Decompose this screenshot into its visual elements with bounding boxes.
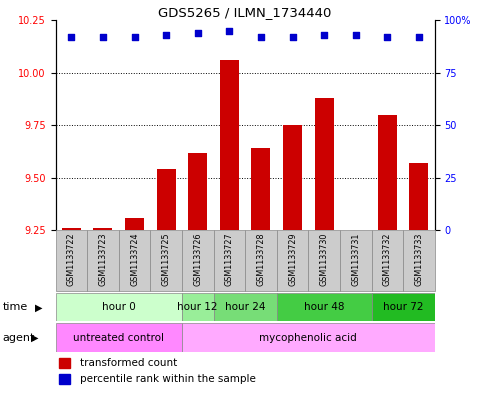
Text: transformed count: transformed count: [80, 358, 177, 368]
Text: GSM1133727: GSM1133727: [225, 232, 234, 286]
Bar: [119, 230, 150, 291]
Bar: [59, 375, 71, 384]
Bar: [346, 230, 365, 237]
Text: GSM1133726: GSM1133726: [193, 232, 202, 286]
Point: [257, 34, 265, 40]
Text: GSM1133732: GSM1133732: [383, 232, 392, 286]
Point: [415, 34, 423, 40]
Text: ▶: ▶: [31, 332, 39, 343]
Bar: [56, 293, 182, 321]
Text: GSM1133728: GSM1133728: [256, 232, 266, 286]
Point: [162, 31, 170, 38]
Bar: [314, 98, 334, 230]
Bar: [213, 293, 277, 321]
Text: GSM1133722: GSM1133722: [67, 232, 76, 286]
Text: GSM1133731: GSM1133731: [351, 232, 360, 285]
Bar: [220, 60, 239, 230]
Text: GSM1133723: GSM1133723: [99, 232, 107, 286]
Point: [289, 34, 297, 40]
Text: hour 0: hour 0: [102, 302, 136, 312]
Text: hour 24: hour 24: [225, 302, 265, 312]
Bar: [410, 163, 428, 230]
Bar: [182, 293, 213, 321]
Bar: [182, 323, 435, 352]
Bar: [371, 230, 403, 291]
Point: [131, 34, 139, 40]
Bar: [56, 323, 182, 352]
Bar: [371, 293, 435, 321]
Text: GSM1133729: GSM1133729: [288, 232, 297, 286]
Text: GSM1133724: GSM1133724: [130, 232, 139, 286]
Bar: [56, 230, 87, 291]
Bar: [125, 218, 144, 230]
Text: ▶: ▶: [35, 302, 43, 312]
Bar: [308, 230, 340, 291]
Text: GSM1133733: GSM1133733: [414, 232, 424, 285]
Point: [194, 29, 201, 36]
Bar: [87, 230, 119, 291]
Bar: [182, 230, 213, 291]
Text: hour 48: hour 48: [304, 302, 344, 312]
Bar: [245, 230, 277, 291]
Text: time: time: [2, 302, 28, 312]
Bar: [340, 230, 371, 291]
Text: agent: agent: [2, 332, 35, 343]
Bar: [62, 228, 81, 230]
Text: GSM1133725: GSM1133725: [162, 232, 170, 286]
Bar: [277, 230, 308, 291]
Bar: [156, 169, 176, 230]
Point: [384, 34, 391, 40]
Text: hour 12: hour 12: [177, 302, 218, 312]
Bar: [94, 228, 113, 230]
Point: [352, 31, 359, 38]
Bar: [252, 148, 270, 230]
Point: [320, 31, 328, 38]
Text: mycophenolic acid: mycophenolic acid: [259, 332, 357, 343]
Bar: [277, 293, 371, 321]
Point: [99, 34, 107, 40]
Bar: [150, 230, 182, 291]
Text: GSM1133730: GSM1133730: [320, 232, 328, 285]
Title: GDS5265 / ILMN_1734440: GDS5265 / ILMN_1734440: [158, 6, 332, 19]
Text: untreated control: untreated control: [73, 332, 164, 343]
Point: [68, 34, 75, 40]
Bar: [403, 230, 435, 291]
Bar: [378, 115, 397, 230]
Bar: [59, 358, 71, 368]
Bar: [213, 230, 245, 291]
Text: percentile rank within the sample: percentile rank within the sample: [80, 374, 256, 384]
Point: [226, 28, 233, 34]
Bar: [188, 152, 207, 230]
Text: hour 72: hour 72: [383, 302, 424, 312]
Bar: [283, 125, 302, 230]
